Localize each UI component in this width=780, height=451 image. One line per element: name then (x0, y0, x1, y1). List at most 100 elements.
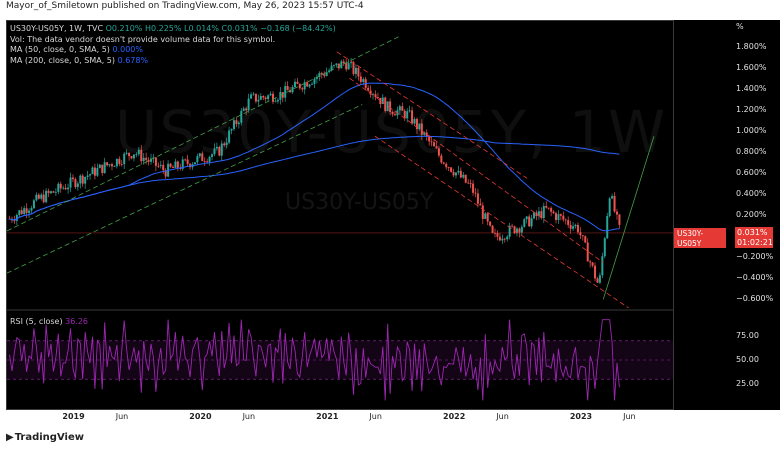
candle-body (135, 154, 138, 156)
time-tick-label: 2020 (189, 412, 212, 421)
candle-body (176, 161, 179, 168)
candle-body (157, 165, 160, 167)
candle-body (345, 63, 348, 70)
candle-body (503, 238, 506, 240)
tv-logo-icon: ▶ (6, 432, 15, 443)
candle-body (193, 162, 196, 165)
channel-upper-line (6, 35, 401, 232)
last-price-value: 0.031% (735, 227, 773, 238)
ma50-line: MA (50, close, 0, SMA, 5) 0.000% (10, 45, 336, 56)
symbol-watermark-small: US30Y-US05Y (285, 190, 434, 215)
candle-body (594, 265, 597, 279)
candle-body (501, 238, 504, 241)
candle-body (615, 211, 618, 215)
candle-body (515, 228, 518, 234)
tv-brand: TradingView (14, 432, 84, 443)
candle-body (467, 182, 470, 184)
candle-body (476, 193, 479, 204)
candle-body (567, 220, 570, 225)
tradingview-logo[interactable]: ▶ TradingView (6, 432, 84, 443)
candle-body (596, 278, 599, 283)
candle-body (462, 174, 465, 178)
candle-body (484, 213, 487, 219)
candle-body (562, 215, 565, 220)
ma200-label: MA (200, close, 0, SMA, 5) (10, 55, 116, 65)
candle-body (457, 170, 460, 173)
candle-body (30, 208, 33, 211)
candle-body (611, 195, 614, 199)
candle-body (581, 235, 584, 237)
candle-body (106, 162, 109, 166)
candle-body (342, 61, 345, 64)
candle-body (45, 190, 48, 203)
candle-body (569, 224, 572, 229)
candle-body (525, 216, 528, 220)
candle-body (328, 70, 331, 73)
candle-body (274, 101, 277, 103)
candle-body (523, 219, 526, 227)
candle-body (511, 225, 514, 227)
price-tick-label: 1.800% (736, 41, 767, 51)
candle-body (491, 225, 494, 233)
candle-body (335, 63, 338, 66)
candle-body (50, 191, 53, 194)
candle-body (564, 219, 567, 221)
price-axis[interactable] (674, 20, 780, 410)
candle-body (306, 82, 309, 87)
candle-body (440, 155, 443, 163)
candle-body (311, 83, 314, 85)
candle-body (254, 93, 257, 102)
candle-body (128, 152, 131, 157)
candle-body (498, 236, 501, 241)
price-tick-label: 0.400% (736, 189, 767, 199)
candle-body (40, 194, 43, 199)
candle-body (174, 161, 177, 168)
rsi-tick-label: 75.00 (736, 331, 759, 340)
candle-body (589, 261, 592, 263)
candle-body (20, 210, 23, 214)
candle-body (35, 194, 38, 201)
candle-body (603, 238, 606, 257)
rsi-tick-label: 50.00 (736, 355, 759, 364)
price-tick-label: 1.200% (736, 104, 767, 114)
rsi-value: 36.26 (65, 317, 89, 326)
price-tick-label: 0.600% (736, 168, 767, 177)
candle-body (101, 164, 104, 173)
ma50-value: 0.000% (112, 45, 143, 54)
time-tick-label: 2021 (316, 412, 339, 421)
candle-body (552, 211, 555, 214)
ma50-label: MA (50, close, 0, SMA, 5) (10, 45, 110, 54)
candle-body (198, 153, 201, 157)
candle-body (201, 153, 204, 162)
candle-body (540, 211, 543, 219)
candle-body (71, 177, 74, 180)
candle-body (464, 174, 467, 183)
time-tick-label: Jun (242, 412, 256, 421)
price-tick-label: −0.200% (736, 252, 774, 262)
candle-body (69, 177, 72, 188)
price-tick-label: −0.400% (736, 273, 774, 283)
candle-body (123, 153, 126, 165)
candle-body (506, 236, 509, 240)
candle-body (537, 211, 540, 217)
candle-body (315, 76, 318, 79)
candle-body (332, 65, 335, 66)
candle-body (86, 175, 89, 177)
candle-body (250, 94, 253, 99)
candle-body (598, 275, 601, 283)
candle-body (103, 162, 106, 173)
candle-body (391, 112, 394, 115)
candle-body (367, 87, 370, 91)
candle-body (286, 86, 289, 91)
time-tick-label: Jun (496, 412, 509, 421)
candle-body (452, 171, 455, 176)
candle-body (108, 164, 111, 166)
candle-body (296, 81, 299, 84)
candle-body (608, 198, 611, 217)
candle-body (272, 93, 275, 102)
candle-body (454, 172, 457, 176)
time-tick-label: 2022 (443, 412, 466, 421)
candle-body (579, 232, 582, 236)
candle-body (47, 190, 50, 194)
candle-body (550, 208, 553, 212)
